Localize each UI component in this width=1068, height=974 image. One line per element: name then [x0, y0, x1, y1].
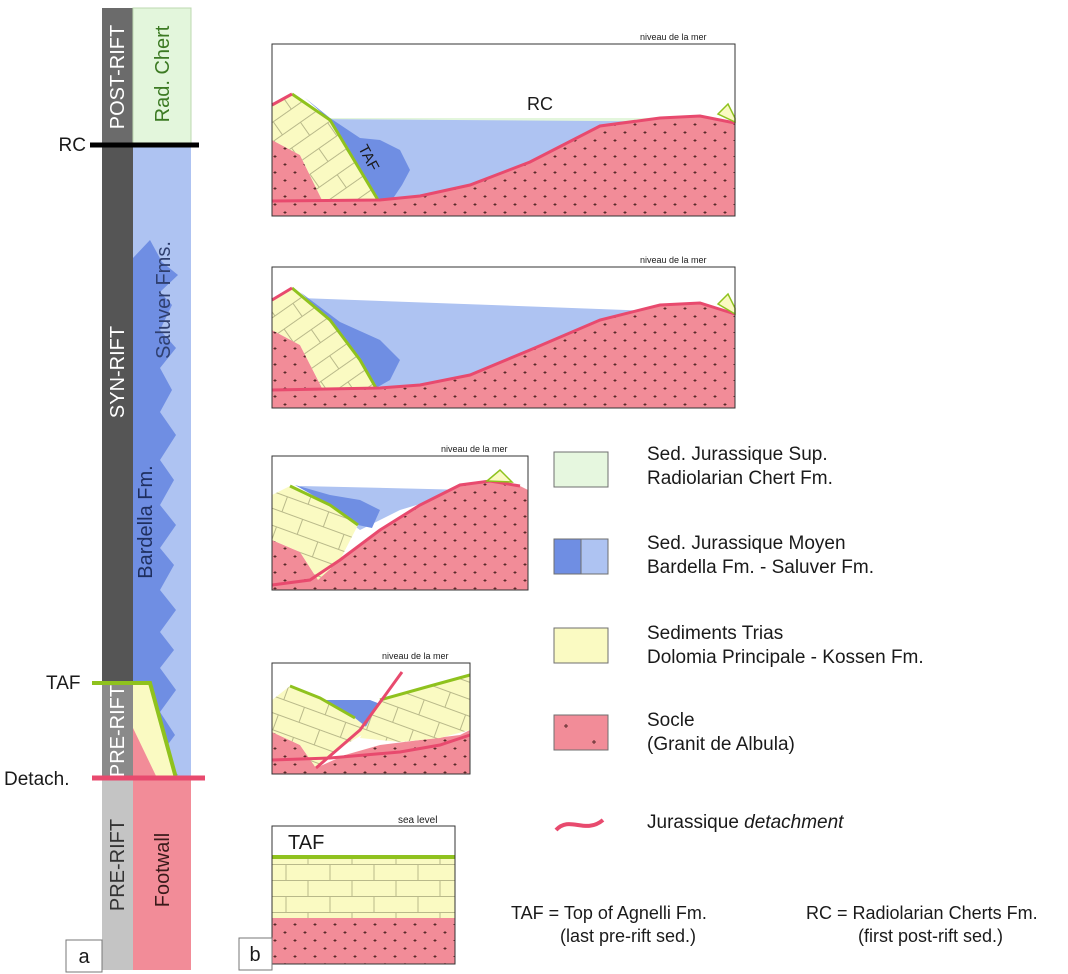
section-4-detachment: [271, 733, 471, 762]
footwall-unit: [133, 778, 191, 970]
section-5-taf-label: TAF: [288, 832, 324, 854]
section-3-right-trias: [485, 468, 514, 483]
section-5-socle: [272, 918, 455, 964]
legend: [553, 451, 609, 832]
section-1-socle: [272, 116, 735, 216]
section-3-bardella-wedge: [295, 485, 380, 528]
pre-rift-socle-wedge: [133, 728, 157, 778]
section-1-saluver-fill: [305, 117, 735, 200]
section-3-frame: [271, 455, 529, 591]
section-4: niveau de la mer: [271, 651, 471, 775]
legend-swatch-trias: [553, 627, 609, 664]
section-3-detachment: [271, 479, 521, 587]
section-4-frame: [271, 662, 471, 775]
footnote-rc-line1: RC = Radiolarian Cherts Fm.: [806, 903, 1038, 923]
section-2-sea-level-label: niveau de la mer: [640, 255, 707, 265]
detach-marker-label: Detach.: [4, 769, 69, 790]
panel-b-label: b: [249, 944, 260, 966]
legend-socle-line2: (Granit de Albula): [647, 734, 795, 755]
rad-chert-label: Rad. Chert: [152, 25, 174, 122]
section-4-fault: [315, 671, 404, 770]
section-1-frame: [271, 43, 736, 217]
rc-marker-label: RC: [59, 135, 86, 156]
section-1-bardella-wedge: [305, 98, 410, 200]
interval-pre-rift-lower-label: PRE-RIFT: [107, 819, 129, 911]
panel-b-box: [238, 937, 273, 971]
section-2: niveau de la mer: [271, 255, 736, 409]
section-1-trias: [272, 94, 378, 200]
legend-bardella-line1: Sed. Jurassique Moyen: [647, 533, 846, 554]
section-3: niveau de la mer: [271, 444, 529, 591]
section-3-taf-green: [289, 484, 359, 527]
section-2-taf-green: [291, 286, 378, 389]
interval-post-rift-label: POST-RIFT: [107, 25, 129, 129]
legend-rad-chert-line2: Radiolarian Chert Fm.: [647, 468, 833, 489]
legend-detachment-prefix: Jurassique: [647, 812, 745, 833]
section-2-hanging-socle: [272, 330, 322, 390]
section-4-taf-green: [289, 673, 471, 720]
column-post-rift-band: [102, 8, 133, 145]
interval-pre-rift-upper-label: PRE-RIFT: [107, 685, 129, 777]
section-2-detachment: [271, 301, 736, 392]
section-1-sea-level-label: niveau de la mer: [640, 32, 707, 42]
section-2-saluver-fill: [300, 298, 735, 388]
section-1-taf-green: [291, 92, 380, 201]
column-pre-rift-upper-band: [102, 685, 133, 778]
saluver-label: Saluver Fms.: [153, 241, 175, 359]
section-2-fault-tip: [271, 286, 293, 302]
section-1-hanging-socle: [272, 140, 322, 201]
section-3-trias: [272, 486, 358, 580]
legend-swatch-bardella: [553, 538, 582, 575]
footwall-label: Footwall: [152, 833, 174, 907]
legend-detachment-italic: detachment: [744, 812, 844, 833]
section-3-sea-level-label: niveau de la mer: [441, 444, 508, 454]
section-4-trias-left: [272, 686, 370, 768]
column-pre-rift-lower-band: [102, 778, 133, 970]
section-2-bardella-wedge: [300, 292, 400, 388]
legend-socle-line1: Socle: [647, 710, 695, 731]
legend-swatch-socle: [553, 714, 609, 751]
section-4-trias-right: [360, 675, 470, 742]
section-1: niveau de la mer RC TAF: [271, 32, 736, 217]
section-5-sea-level-label: sea level: [398, 815, 437, 826]
legend-swatch-rad-chert: [553, 451, 609, 488]
section-2-trias: [272, 288, 376, 388]
taf-marker-label: TAF: [46, 673, 80, 694]
footnote-taf-line1: TAF = Top of Agnelli Fm.: [511, 903, 707, 923]
legend-trias-line2: Dolomia Principale - Kossen Fm.: [647, 647, 924, 668]
legend-trias-line1: Sediments Trias: [647, 623, 784, 644]
panel-a-label: a: [78, 946, 90, 968]
legend-bardella-line2: Bardella Fm. - Saluver Fm.: [647, 557, 874, 578]
footnote-taf-line2: (last pre-rift sed.): [560, 926, 697, 946]
taf-marker-line: [92, 681, 178, 779]
section-3-hanging-socle: [272, 540, 318, 585]
bardella-label: Bardella Fm.: [135, 465, 157, 578]
bardella-unit: [133, 240, 178, 778]
footnote-rc-line2: (first post-rift sed.): [858, 926, 1004, 946]
section-1-detachment: [271, 114, 736, 203]
section-3-saluver-fill: [300, 486, 470, 530]
section-1-fault-tip: [271, 92, 293, 107]
section-5: sea level TAF b: [238, 815, 456, 971]
section-4-sea-level-label: niveau de la mer: [382, 651, 449, 661]
section-5-trias: [272, 857, 455, 918]
section-2-frame: [271, 266, 736, 409]
section-2-socle: [272, 303, 735, 408]
legend-detachment-symbol: [554, 818, 605, 832]
interval-syn-rift-label: SYN-RIFT: [107, 326, 129, 418]
stratigraphic-column: POST-RIFT SYN-RIFT PRE-RIFT PRE-RIFT Rad…: [4, 7, 205, 973]
panel-a-box: [65, 939, 103, 973]
section-1-rc-label: RC: [527, 94, 553, 114]
column-syn-rift-band: [102, 145, 133, 685]
rad-chert-unit: [132, 7, 192, 146]
legend-swatch-saluver: [580, 538, 609, 575]
legend-socle-crosses: [564, 724, 596, 744]
section-5-frame: [271, 825, 456, 965]
legend-detachment-label: Jurassique detachment: [647, 811, 843, 835]
section-4-socle: [272, 730, 470, 774]
legend-rad-chert-line1: Sed. Jurassique Sup.: [647, 444, 828, 465]
